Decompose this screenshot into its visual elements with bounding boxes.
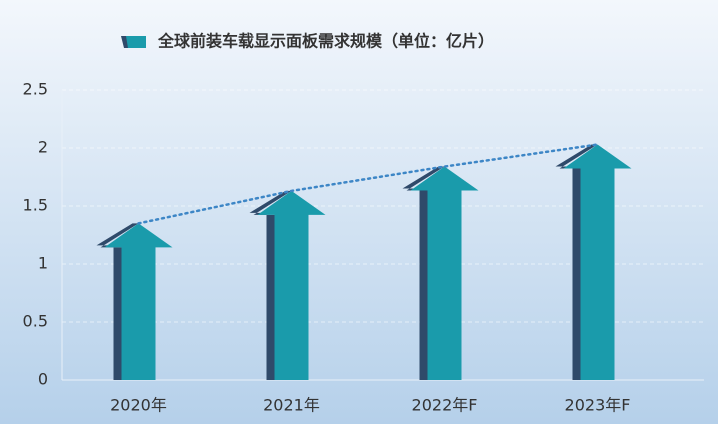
y-tick-label: 2.5 <box>23 80 48 99</box>
x-tick-label: 2020年 <box>110 396 167 415</box>
arrow-face <box>257 190 326 380</box>
arrow-face <box>104 223 173 380</box>
x-tick-label: 2022年F <box>412 396 478 415</box>
arrow-side <box>402 166 445 380</box>
arrow-face <box>410 166 479 380</box>
x-tick-label: 2023年F <box>565 396 631 415</box>
arrow-face <box>563 144 632 380</box>
legend-icon <box>126 36 146 48</box>
y-tick-label: 2 <box>38 138 48 157</box>
legend-label: 全球前装车载显示面板需求规模（单位：亿片） <box>157 32 494 51</box>
arrow-side <box>96 223 139 380</box>
arrow-bar <box>402 166 479 380</box>
y-tick-label: 1.5 <box>23 196 48 215</box>
arrow-side <box>249 190 292 380</box>
arrow-bar <box>96 223 173 380</box>
y-tick-label: 0.5 <box>23 312 48 331</box>
arrow-bar <box>555 144 632 380</box>
arrow-side <box>555 144 598 380</box>
legend: 全球前装车载显示面板需求规模（单位：亿片） <box>121 32 494 51</box>
x-tick-label: 2021年 <box>263 396 320 415</box>
trend-line <box>137 143 599 225</box>
arrow-bar <box>249 190 326 380</box>
y-tick-label: 1 <box>38 254 48 273</box>
y-tick-label: 0 <box>38 370 48 389</box>
